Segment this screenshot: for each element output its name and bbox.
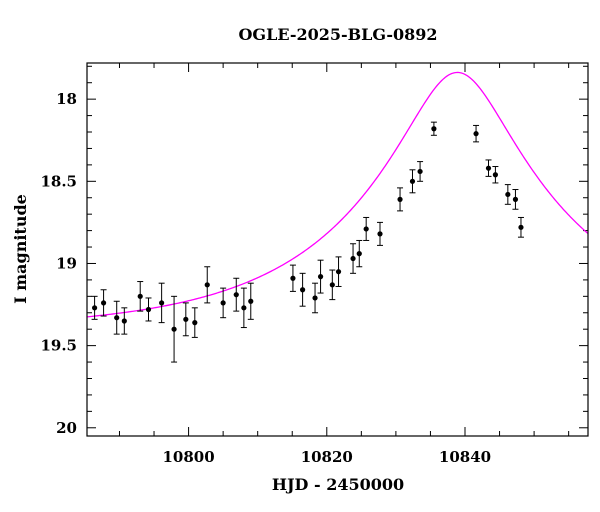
y-tick-label: 18 xyxy=(56,90,77,108)
data-point xyxy=(517,216,524,238)
data-marker xyxy=(512,196,519,202)
data-point xyxy=(356,239,363,268)
data-point xyxy=(158,282,165,324)
data-point xyxy=(473,124,480,143)
data-marker xyxy=(290,275,296,281)
data-marker xyxy=(485,165,492,171)
data-marker xyxy=(100,300,107,306)
y-tick-label: 20 xyxy=(56,419,77,437)
data-point xyxy=(363,216,370,241)
data-points-layer xyxy=(91,121,524,363)
data-point xyxy=(485,159,492,177)
x-tick-label: 10800 xyxy=(162,448,214,466)
data-point xyxy=(121,307,128,335)
data-marker xyxy=(248,298,254,304)
data-point xyxy=(317,259,324,294)
data-marker xyxy=(145,306,152,313)
data-marker xyxy=(518,224,524,230)
data-point xyxy=(145,297,152,322)
model-curve xyxy=(86,71,589,318)
data-point xyxy=(417,161,424,182)
data-point xyxy=(100,289,107,317)
data-point xyxy=(247,282,254,320)
data-marker xyxy=(356,251,362,257)
data-marker xyxy=(171,326,177,332)
data-marker xyxy=(233,292,239,298)
y-axis-label: I magnitude xyxy=(11,194,30,304)
data-point xyxy=(91,295,98,320)
plot-frame xyxy=(86,62,589,437)
data-marker xyxy=(377,231,383,237)
data-marker xyxy=(363,226,369,232)
data-marker xyxy=(417,168,423,175)
data-marker xyxy=(409,178,416,184)
data-point xyxy=(409,169,416,194)
data-point xyxy=(335,256,342,287)
data-marker xyxy=(329,282,335,288)
data-point xyxy=(113,300,120,335)
data-point xyxy=(299,272,306,307)
data-marker xyxy=(317,274,324,280)
data-point xyxy=(512,189,519,210)
data-marker xyxy=(312,295,318,301)
data-marker xyxy=(220,300,226,306)
y-tick-label: 19 xyxy=(56,254,77,272)
data-marker xyxy=(431,126,437,132)
data-point xyxy=(171,295,178,363)
data-marker xyxy=(505,191,511,198)
data-marker xyxy=(492,172,499,178)
data-point xyxy=(397,187,404,212)
data-marker xyxy=(241,305,247,311)
data-marker xyxy=(92,305,98,311)
data-marker xyxy=(159,300,165,306)
data-point xyxy=(430,121,437,136)
data-marker xyxy=(183,316,189,322)
data-marker xyxy=(204,282,210,288)
data-point xyxy=(137,281,144,312)
x-axis-label: HJD - 2450000 xyxy=(272,475,404,494)
x-tick-label: 10840 xyxy=(439,448,491,466)
data-point xyxy=(376,221,383,246)
y-tick-label: 18.5 xyxy=(40,172,77,190)
data-point xyxy=(329,269,336,301)
data-point xyxy=(182,302,189,337)
y-tick-label: 19.5 xyxy=(40,337,77,355)
data-point xyxy=(350,243,357,274)
data-point xyxy=(289,264,296,292)
data-point xyxy=(220,287,227,319)
axis-ticks xyxy=(87,63,588,436)
x-tick-label: 10820 xyxy=(301,448,353,466)
data-point xyxy=(312,282,319,314)
data-marker xyxy=(121,318,127,324)
data-marker xyxy=(114,315,120,321)
data-marker xyxy=(335,269,342,275)
data-point xyxy=(492,166,499,184)
data-marker xyxy=(192,320,198,326)
data-marker xyxy=(300,287,306,293)
data-marker xyxy=(137,293,143,299)
data-marker xyxy=(397,196,403,202)
data-point xyxy=(191,307,198,338)
data-point xyxy=(240,287,247,329)
data-point xyxy=(504,184,511,205)
data-point xyxy=(204,266,211,304)
data-marker xyxy=(473,131,479,137)
data-point xyxy=(233,277,240,312)
data-marker xyxy=(350,255,356,262)
model-curve-layer xyxy=(86,71,589,318)
tick-labels: 10800 10820 10840 18 18.5 19 19.5 20 xyxy=(40,90,491,466)
chart-title: OGLE-2025-BLG-0892 xyxy=(238,25,437,44)
